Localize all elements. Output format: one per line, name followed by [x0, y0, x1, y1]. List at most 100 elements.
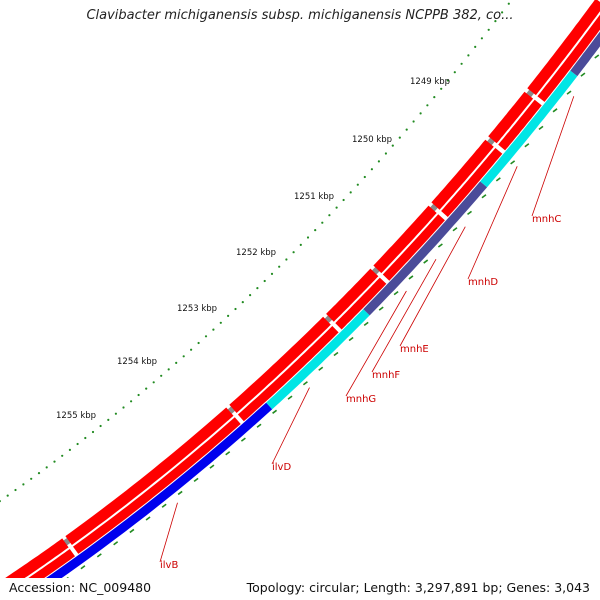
ruler-mark: [538, 125, 544, 131]
ruler-dot: [22, 483, 25, 486]
ruler-dot: [446, 79, 450, 82]
ruler-dot: [270, 272, 274, 275]
cds-arrow: [65, 407, 234, 545]
gene-leader-line: [271, 387, 310, 465]
ruler-dot: [167, 368, 170, 371]
ruler-dot: [14, 488, 17, 492]
ruler-mark: [333, 351, 339, 357]
ruler-mark: [177, 490, 183, 496]
ruler-mark: [318, 366, 324, 371]
ruler-dot: [419, 112, 422, 115]
scale-tick-label: 1251 kbp: [294, 192, 334, 202]
ruler-dot: [91, 430, 95, 434]
ruler-dot: [363, 175, 366, 179]
ruler-mark: [272, 409, 278, 414]
ruler-dot: [306, 236, 310, 239]
ruler-mark: [552, 108, 558, 113]
ruler-mark: [510, 160, 516, 165]
ruler-dot: [61, 454, 64, 457]
gene-label-1: mnhD: [468, 277, 498, 288]
accession-label: Accession: NC_009480: [9, 580, 152, 595]
ruler-mark: [256, 423, 262, 428]
ruler-dot: [76, 442, 79, 446]
ruler-mark: [80, 565, 86, 570]
ruler-dot: [204, 335, 208, 338]
mnh-end-track: [570, 31, 600, 77]
ruler-mark: [302, 381, 308, 386]
gene-label-4: mnhG: [346, 394, 376, 405]
ruler-dot: [45, 466, 48, 469]
ruler-dot: [145, 387, 148, 390]
ruler-dot: [480, 37, 483, 40]
ruler-dot: [227, 314, 230, 317]
ruler-dot: [321, 221, 324, 224]
ruler-dot: [37, 472, 41, 475]
ilvd-track: [266, 309, 370, 410]
cds-arrow: [527, 0, 600, 96]
ruler-mark: [524, 143, 530, 148]
ruler-dot: [30, 477, 33, 480]
ruler-dot: [241, 301, 244, 304]
ruler-dot: [342, 198, 345, 202]
gene-leader-line: [159, 502, 178, 563]
ruler-mark: [481, 194, 487, 199]
ruler-dot: [175, 361, 178, 364]
ruler-dot: [234, 307, 237, 311]
ruler-mark: [408, 275, 414, 280]
map-title: Clavibacter michiganensis subsp. michiga…: [86, 8, 514, 23]
ruler-dot: [6, 494, 9, 497]
cds-arrow-inner: [335, 277, 387, 330]
ilvb-track: [13, 402, 273, 600]
ruler-mark: [423, 259, 429, 264]
ruler-dot: [467, 54, 470, 57]
ruler-mark: [240, 437, 246, 442]
ruler-mark: [594, 54, 600, 59]
backbone-inner: [3, 8, 600, 591]
scale-tick-label: 1255 kbp: [56, 411, 96, 421]
scale-tick-label: 1254 kbp: [117, 357, 157, 367]
ruler-dot: [370, 168, 373, 171]
ruler-mark: [566, 90, 572, 95]
ruler-dot: [114, 412, 117, 415]
cds-arrow: [326, 268, 379, 322]
ruler-dot: [474, 45, 477, 49]
ruler-dot: [249, 294, 252, 297]
ruler-dot: [501, 11, 504, 14]
gene-label-0: mnhC: [532, 214, 561, 225]
map-footer: Accession: NC_009480 Topology: circular;…: [0, 578, 600, 600]
gene-leader-line: [399, 226, 466, 347]
gene-labels: mnhC mnhD mnhE mnhF mnhG ilvD ilvB: [159, 96, 575, 571]
mnhc-track: [480, 70, 578, 188]
ruler-dot: [263, 279, 266, 283]
cds-arrow: [431, 139, 494, 210]
ruler-dot: [278, 265, 281, 268]
scale-tick-label: 1252 kbp: [236, 248, 276, 258]
ruler-dot: [256, 287, 259, 290]
ruler-mark: [467, 210, 472, 215]
gene-label-5: ilvD: [272, 462, 291, 473]
ruler-dot: [433, 96, 436, 99]
ruler-mark: [145, 516, 151, 521]
gene-label-6: ilvB: [160, 560, 178, 571]
ruler-dot: [377, 160, 380, 163]
ruler-dot: [349, 191, 352, 194]
ruler-mark: [96, 553, 102, 558]
ruler-dot: [292, 251, 295, 254]
ruler-dot: [219, 321, 222, 324]
gene-leader-line: [531, 96, 575, 217]
ruler-mark: [348, 336, 354, 342]
scale-tick-label: 1249 kbp: [410, 77, 450, 87]
cds-arrow: [229, 316, 331, 413]
ruler-dot: [190, 348, 193, 351]
ruler-mark: [129, 528, 135, 534]
ruler-dot: [335, 206, 338, 209]
genome-summary: Topology: circular; Length: 3,297,891 bp…: [246, 580, 590, 595]
cds-arrow-inner: [537, 14, 600, 102]
ruler-dot: [391, 144, 394, 147]
ruler-dot: [285, 258, 288, 261]
ruler-dot: [0, 500, 1, 503]
